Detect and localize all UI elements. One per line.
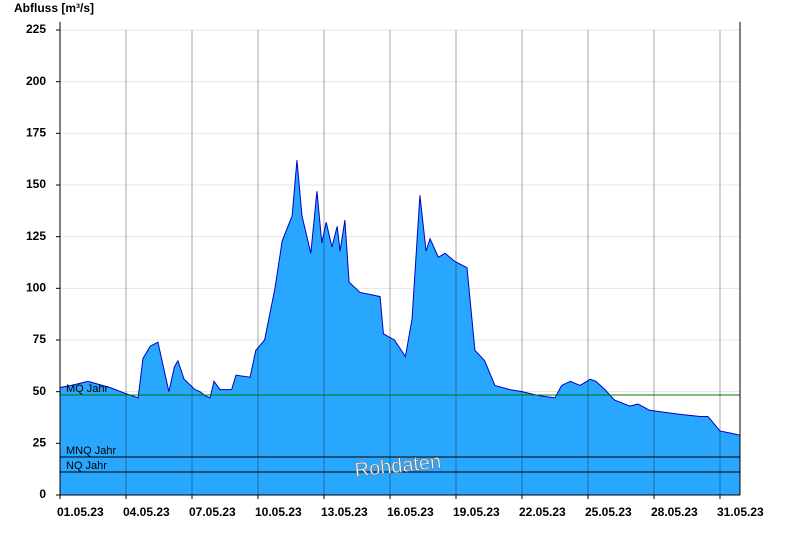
x-tick-label: 01.05.23	[57, 505, 104, 519]
y-tick-label: 225	[26, 22, 46, 36]
y-tick-label: 0	[39, 487, 46, 501]
x-tick-label: 13.05.23	[321, 505, 368, 519]
reference-label: MNQ Jahr	[66, 445, 116, 457]
x-tick-label: 19.05.23	[453, 505, 500, 519]
area	[60, 160, 740, 495]
y-tick-label: 150	[26, 177, 46, 191]
y-tick-label: 75	[33, 332, 47, 346]
x-tick-label: 10.05.23	[255, 505, 302, 519]
reference-label: MQ Jahr	[66, 383, 109, 395]
x-tick-label: 28.05.23	[651, 505, 698, 519]
x-tick-label: 22.05.23	[519, 505, 566, 519]
y-tick-label: 25	[33, 436, 47, 450]
x-tick-label: 25.05.23	[585, 505, 632, 519]
y-tick-label: 125	[26, 229, 46, 243]
y-tick-label: 175	[26, 126, 46, 140]
y-tick-label: 200	[26, 74, 46, 88]
line	[59, 160, 740, 436]
y-axis-label: Abfluss [m³/s]	[14, 1, 94, 15]
x-tick-label: 31.05.23	[717, 505, 764, 519]
x-tick-label: 07.05.23	[189, 505, 236, 519]
x-tick-label: 16.05.23	[387, 505, 434, 519]
reference-label: NQ Jahr	[66, 460, 107, 472]
y-tick-label: 50	[33, 384, 47, 398]
y-tick-label: 100	[26, 281, 46, 295]
x-tick-label: 04.05.23	[123, 505, 170, 519]
